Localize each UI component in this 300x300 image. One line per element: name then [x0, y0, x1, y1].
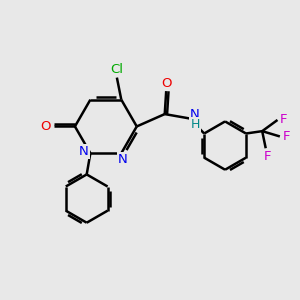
Text: Cl: Cl: [110, 63, 123, 76]
Text: O: O: [161, 77, 171, 90]
Text: N: N: [190, 109, 200, 122]
Text: F: F: [280, 113, 288, 126]
Text: F: F: [263, 150, 271, 163]
Text: N: N: [118, 153, 128, 166]
Text: O: O: [40, 120, 51, 133]
Text: F: F: [283, 130, 290, 143]
Text: H: H: [190, 118, 200, 131]
Text: N: N: [79, 145, 89, 158]
